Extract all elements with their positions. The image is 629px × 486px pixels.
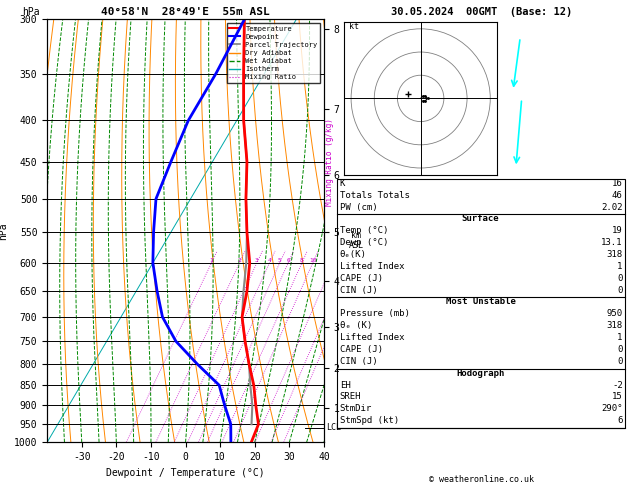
Text: CIN (J): CIN (J) bbox=[340, 357, 377, 366]
Text: 1: 1 bbox=[617, 333, 623, 342]
Text: -2: -2 bbox=[612, 381, 623, 389]
Text: 318: 318 bbox=[606, 250, 623, 259]
X-axis label: Dewpoint / Temperature (°C): Dewpoint / Temperature (°C) bbox=[106, 468, 265, 478]
Text: K: K bbox=[340, 179, 345, 188]
Text: 290°: 290° bbox=[601, 404, 623, 413]
Y-axis label: km
ASL: km ASL bbox=[348, 231, 364, 250]
Text: 16: 16 bbox=[612, 179, 623, 188]
Text: θₑ(K): θₑ(K) bbox=[340, 250, 367, 259]
Text: CAPE (J): CAPE (J) bbox=[340, 345, 382, 354]
Text: θₑ (K): θₑ (K) bbox=[340, 321, 372, 330]
Text: 6: 6 bbox=[286, 258, 290, 263]
Text: Lifted Index: Lifted Index bbox=[340, 333, 404, 342]
Text: 30.05.2024  00GMT  (Base: 12): 30.05.2024 00GMT (Base: 12) bbox=[391, 7, 572, 17]
Text: 6: 6 bbox=[617, 416, 623, 425]
Text: 0: 0 bbox=[617, 286, 623, 295]
Text: 4: 4 bbox=[268, 258, 272, 263]
Text: 46: 46 bbox=[612, 191, 623, 200]
Text: 950: 950 bbox=[606, 310, 623, 318]
Y-axis label: hPa: hPa bbox=[0, 222, 8, 240]
Text: hPa: hPa bbox=[22, 7, 40, 17]
Text: StmDir: StmDir bbox=[340, 404, 372, 413]
Text: 1: 1 bbox=[209, 258, 213, 263]
Text: 19: 19 bbox=[612, 226, 623, 235]
Text: Surface: Surface bbox=[462, 214, 499, 224]
Text: 0: 0 bbox=[617, 274, 623, 283]
Text: 318: 318 bbox=[606, 321, 623, 330]
Text: CAPE (J): CAPE (J) bbox=[340, 274, 382, 283]
Text: Totals Totals: Totals Totals bbox=[340, 191, 409, 200]
Text: Dewp (°C): Dewp (°C) bbox=[340, 238, 388, 247]
Text: kt: kt bbox=[348, 22, 359, 31]
Text: 2: 2 bbox=[238, 258, 242, 263]
Title: 40°58'N  28°49'E  55m ASL: 40°58'N 28°49'E 55m ASL bbox=[101, 7, 270, 17]
Text: StmSpd (kt): StmSpd (kt) bbox=[340, 416, 399, 425]
Text: LCL: LCL bbox=[326, 423, 341, 433]
Text: 15: 15 bbox=[612, 392, 623, 401]
Legend: Temperature, Dewpoint, Parcel Trajectory, Dry Adiabat, Wet Adiabat, Isotherm, Mi: Temperature, Dewpoint, Parcel Trajectory… bbox=[226, 23, 320, 83]
Text: Lifted Index: Lifted Index bbox=[340, 262, 404, 271]
Text: Most Unstable: Most Unstable bbox=[445, 297, 516, 307]
Text: 0: 0 bbox=[617, 345, 623, 354]
Text: SREH: SREH bbox=[340, 392, 361, 401]
Text: 5: 5 bbox=[278, 258, 282, 263]
Text: 13.1: 13.1 bbox=[601, 238, 623, 247]
Text: CIN (J): CIN (J) bbox=[340, 286, 377, 295]
Text: 1: 1 bbox=[617, 262, 623, 271]
Text: 3: 3 bbox=[255, 258, 259, 263]
Text: EH: EH bbox=[340, 381, 350, 389]
Text: Temp (°C): Temp (°C) bbox=[340, 226, 388, 235]
Text: Pressure (mb): Pressure (mb) bbox=[340, 310, 409, 318]
Text: Mixing Ratio (g/kg): Mixing Ratio (g/kg) bbox=[325, 118, 334, 206]
Text: PW (cm): PW (cm) bbox=[340, 203, 377, 211]
Text: Hodograph: Hodograph bbox=[457, 369, 504, 378]
Text: © weatheronline.co.uk: © weatheronline.co.uk bbox=[429, 474, 533, 484]
Text: 2.02: 2.02 bbox=[601, 203, 623, 211]
Text: 10: 10 bbox=[309, 258, 316, 263]
Text: 8: 8 bbox=[300, 258, 304, 263]
Text: 0: 0 bbox=[617, 357, 623, 366]
